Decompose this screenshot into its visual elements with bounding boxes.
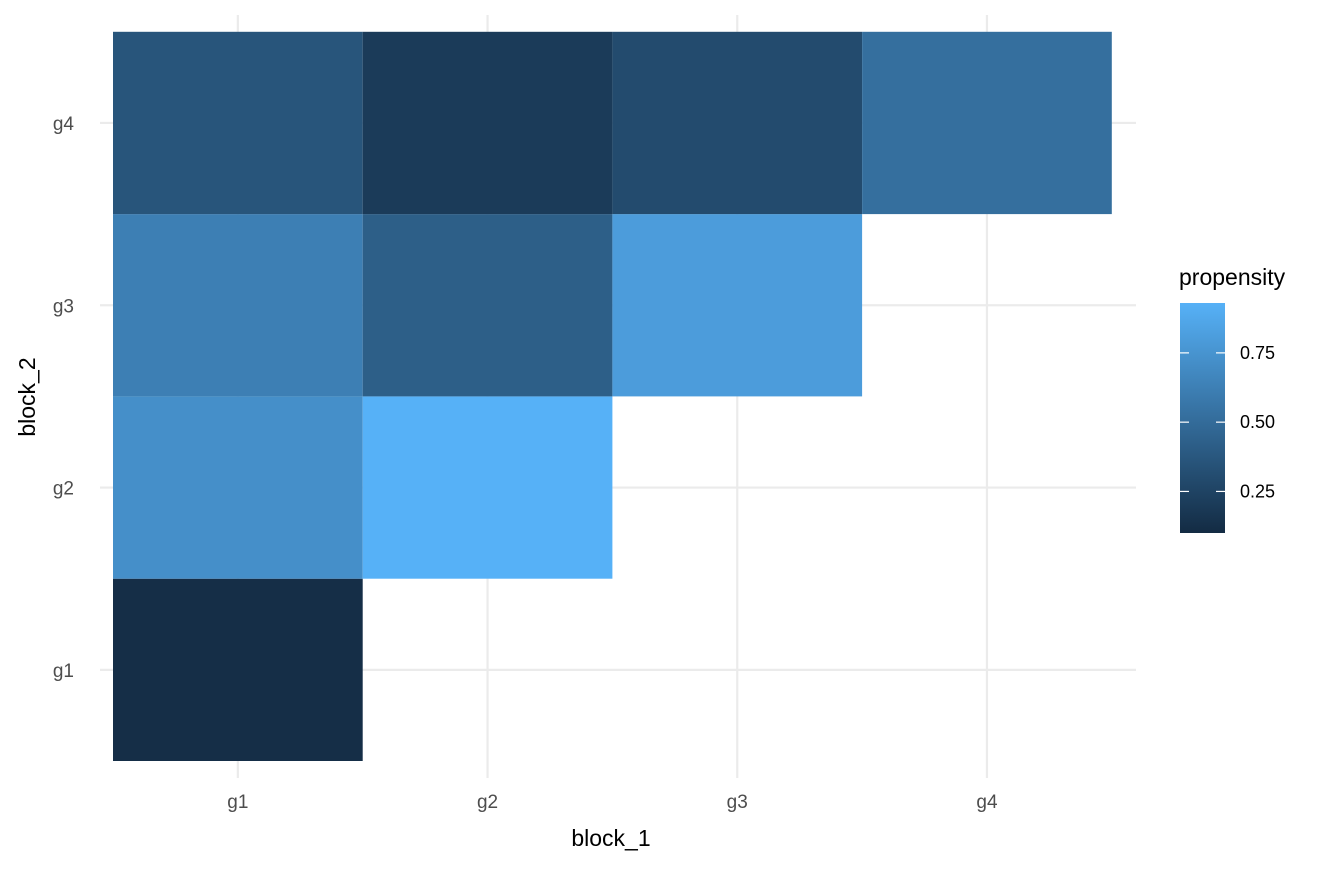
- heatmap-cell-g4-g4: [862, 31, 1112, 215]
- x-tick-label: g1: [227, 792, 248, 813]
- heatmap-cells: [113, 31, 1112, 761]
- legend-ticks: 0.25 0.50 0.75: [1180, 343, 1275, 501]
- heatmap-cell-g2-g2: [362, 396, 613, 579]
- legend-break-label: 0.75: [1240, 343, 1275, 363]
- y-tick-labels: g1 g2 g3 g4: [53, 114, 75, 682]
- heatmap-cell-g1-g2: [113, 396, 363, 579]
- heatmap-cell-g2-g3: [362, 214, 613, 397]
- x-tick-label: g4: [976, 792, 998, 813]
- x-axis-title: block_1: [571, 825, 650, 851]
- legend-colorbar: [1180, 303, 1225, 533]
- y-axis-title: block_2: [14, 357, 40, 436]
- y-tick-label: g2: [53, 479, 74, 500]
- heatmap-cell-g3-g3: [612, 214, 863, 397]
- y-tick-label: g1: [53, 661, 74, 682]
- y-tick-label: g3: [53, 296, 74, 317]
- x-tick-label: g3: [727, 792, 748, 813]
- heatmap-cell-g1-g3: [113, 214, 363, 397]
- y-tick-label: g4: [53, 114, 75, 135]
- legend-break-label: 0.50: [1240, 412, 1275, 432]
- heatmap-cell-g1-g4: [113, 31, 363, 215]
- legend-title: propensity: [1179, 264, 1286, 290]
- x-tick-labels: g1 g2 g3 g4: [227, 792, 998, 813]
- heatmap-cell-g1-g1: [113, 578, 363, 761]
- legend: propensity 0.25 0.50 0.75: [1179, 264, 1286, 533]
- legend-break-label: 0.25: [1240, 481, 1275, 501]
- heatmap-cell-g2-g4: [362, 31, 613, 215]
- x-tick-label: g2: [477, 792, 498, 813]
- heatmap-cell-g3-g4: [612, 31, 863, 215]
